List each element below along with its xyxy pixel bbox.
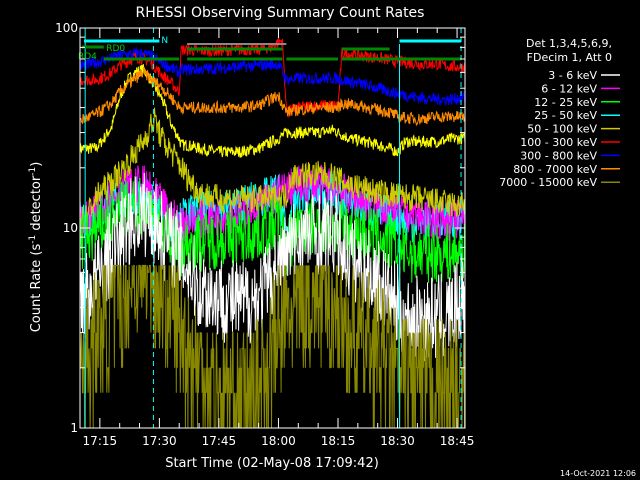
- x-tick-label: 18:45: [440, 434, 475, 448]
- legend-label: 3 - 6 keV: [548, 69, 597, 82]
- x-tick-label: 17:45: [202, 434, 237, 448]
- legend-header-line-1: Det 1,3,4,5,6,9,: [526, 37, 612, 50]
- legend-label: 300 - 800 keV: [520, 149, 597, 162]
- x-tick-labels: 17:15 17:30 17:45 18:00 18:15 18:30 18:45: [83, 434, 475, 448]
- timestamp: 14-Oct-2021 12:06: [560, 469, 636, 478]
- flag-markers: N RD0 RD4: [78, 28, 462, 428]
- x-tick-label: 18:15: [321, 434, 356, 448]
- legend-header-line-2: FDecim 1, Att 0: [527, 51, 612, 64]
- legend-label: 7000 - 15000 keV: [499, 176, 597, 189]
- x-tick-label: 17:30: [142, 434, 177, 448]
- legend-label: 100 - 300 keV: [520, 136, 597, 149]
- series-line-9: [79, 264, 466, 429]
- y-axis-label: Count Rate (s-1 detector-1): [28, 162, 44, 333]
- series-line-6: [79, 107, 466, 233]
- legend-label: 12 - 25 keV: [534, 96, 597, 109]
- legend-label: 25 - 50 keV: [534, 109, 597, 122]
- series-line-8: [79, 172, 466, 362]
- x-tick-label: 18:00: [261, 434, 296, 448]
- legend-label: 800 - 7000 keV: [513, 163, 597, 176]
- flag-label-n: N: [161, 36, 168, 46]
- legend-label: 50 - 100 keV: [527, 123, 597, 136]
- chart-title: RHESSI Observing Summary Count Rates: [136, 5, 425, 21]
- x-tick-label: 18:30: [380, 434, 415, 448]
- axes: [79, 27, 466, 429]
- y-tick-label: 100: [55, 21, 78, 35]
- y-tick-labels: 1 10 100: [55, 21, 78, 435]
- flag-label-rd4: RD4: [78, 52, 97, 62]
- x-tick-label: 17:15: [83, 434, 118, 448]
- x-axis-label: Start Time (02-May-08 17:09:42): [165, 456, 379, 471]
- series-line-3: [79, 66, 466, 127]
- flag-label-rd0: RD0: [106, 44, 125, 54]
- y-tick-label: 1: [70, 421, 78, 435]
- legend-label: 6 - 12 keV: [541, 82, 597, 95]
- y-tick-label: 10: [63, 221, 78, 235]
